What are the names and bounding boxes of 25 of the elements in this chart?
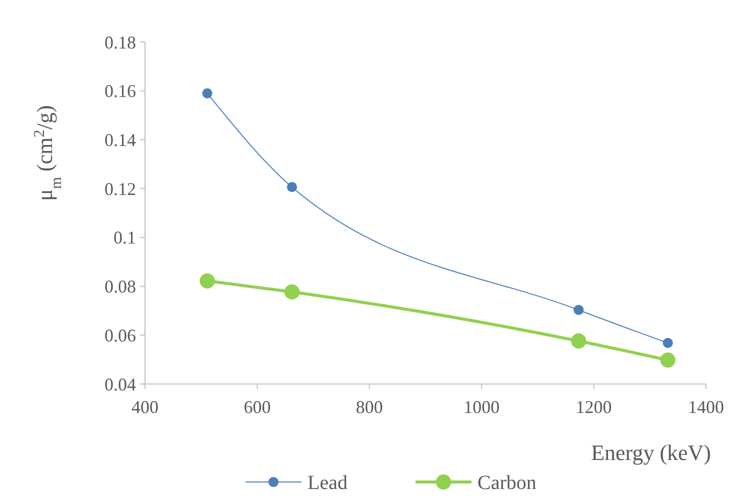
- x-tick-label: 1000: [464, 397, 500, 417]
- x-tick-label: 1200: [576, 397, 612, 417]
- x-tick-label: 800: [356, 397, 383, 417]
- point: [662, 338, 673, 348]
- x-axis-title: Energy (keV): [591, 440, 711, 465]
- y-tick-label: 0.1: [114, 228, 136, 248]
- point: [284, 284, 300, 300]
- point: [660, 352, 676, 368]
- y-tick-label: 0.06: [104, 325, 136, 346]
- y-tick-label: 0.08: [104, 276, 136, 297]
- y-tick-label: 0.12: [104, 178, 136, 199]
- point: [574, 304, 584, 316]
- y-tick-label: 0.16: [104, 81, 136, 102]
- legend-label: Carbon: [478, 472, 536, 494]
- point: [286, 182, 298, 192]
- y-tick-label: 0.04: [104, 374, 136, 394]
- x-tick-label: 600: [244, 397, 271, 417]
- point: [200, 273, 215, 288]
- y-tick-label: 0.18: [104, 32, 136, 52]
- x-tick-label: 1400: [688, 397, 724, 417]
- point: [571, 333, 586, 349]
- x-tick-label: 400: [132, 397, 158, 417]
- y-tick-label: 0.14: [104, 130, 136, 150]
- point: [202, 88, 212, 98]
- legend-label: Lead: [308, 472, 348, 494]
